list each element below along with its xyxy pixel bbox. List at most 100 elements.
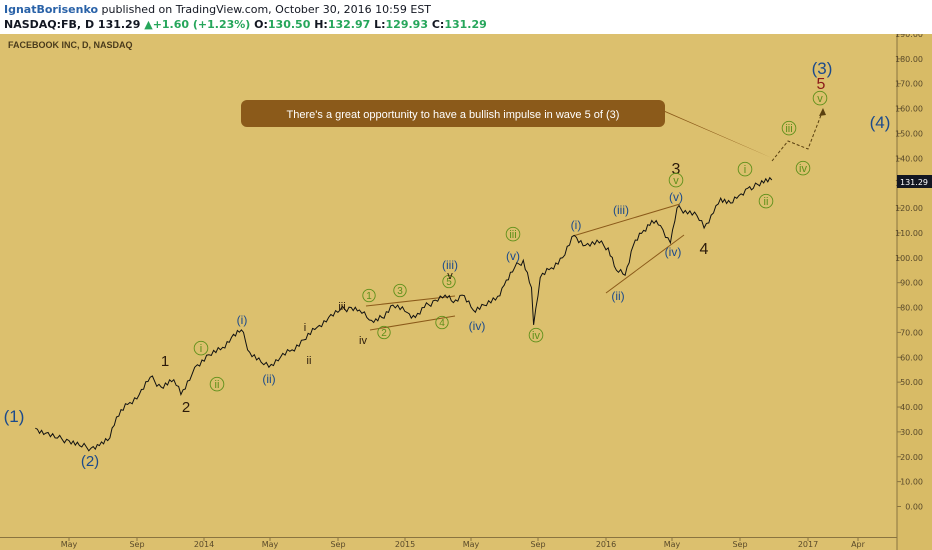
projection-arrowhead [819,108,826,116]
y-tick-label: 30.00 [900,428,923,437]
callout-pointer [640,100,772,158]
wave-label: iv [359,335,367,347]
wave-label: 1 [366,291,372,302]
y-tick-label: 70.00 [900,328,923,337]
y-tick-label: 90.00 [900,279,923,288]
wave-label: iii [509,229,516,241]
wave-label: 1 [161,353,169,370]
wave-label: iii [338,301,345,313]
x-tick-label: 2017 [798,540,818,549]
wave-label: ii [215,379,220,391]
wave-label: v [817,93,823,105]
x-tick-label: May [664,540,681,549]
wave-labels: (1)(2)12iii(i)(ii)iiiiiiiv12345(iii)v(iv… [4,59,891,470]
wave-circle [812,90,828,106]
channel-lower-a [369,315,456,331]
wave-label: 3 [672,161,681,178]
x-tick-label: May [61,540,78,549]
price-axis-panel [897,34,932,550]
wave-label: (i) [237,313,248,327]
y-tick-label: 0.00 [905,503,923,512]
x-axis: May Sep 2014 May Sep 2015 May Sep 2016 May Sep 2017… [61,537,866,549]
wave-circle [393,283,407,298]
wave-label: i [200,343,202,355]
wave-label: (v) [506,249,520,263]
published-text: published on TradingView.com, October 30… [101,3,432,16]
wave-circle [795,160,811,176]
y-tick-label: 20.00 [900,453,923,462]
last-price: 131.29 [97,18,141,31]
wave-circle [758,193,774,209]
wave-circle [193,340,209,356]
wave-label: (1) [4,407,25,426]
wave-circle [362,288,376,303]
y-tick-label: 180.00 [895,55,923,64]
wave-label: (i) [571,218,582,232]
price-chart[interactable]: 0.00 10.00 20.00 30.00 40.00 50.00 60.00 70.00 8… [0,34,932,550]
x-tick-label: Sep [129,540,144,549]
y-tick-label: 60.00 [900,353,923,362]
callout-box [241,100,665,127]
wave-label: (iv) [469,319,486,333]
projection-line [771,109,824,162]
x-tick-label: Apr [851,540,866,549]
open-label: O: [254,18,268,31]
callout-group: There's a great opportunity to have a bu… [241,100,772,158]
low-label: L: [374,18,386,31]
chart-title: FACEBOOK INC, D, NASDAQ [8,40,133,50]
wave-label: (iii) [442,258,458,272]
x-tick-label: May [262,540,279,549]
wave-label: (ii) [262,372,275,386]
last-price-tag: 131.29 [897,175,932,188]
y-tick-label: 80.00 [900,304,923,313]
wave-label: 2 [381,328,387,339]
x-tick-label: 2016 [596,540,616,549]
wave-label: 4 [700,241,709,258]
publish-line: IgnatBorisenko published on TradingView.… [4,3,431,16]
channel-lines [365,203,685,331]
callout-text: There's a great opportunity to have a bu… [287,109,620,121]
wave-circle [209,376,225,392]
price-line [35,176,773,452]
x-tick-label: 2015 [395,540,415,549]
wave-label: iv [799,163,807,175]
wave-label: v [447,270,453,282]
wave-label: (ii) [611,289,624,303]
wave-circle [442,274,456,289]
wave-circle [737,161,753,177]
x-tick-label: May [463,540,480,549]
wave-label: 4 [439,318,445,329]
open-value: 130.50 [267,18,311,31]
high-value: 132.97 [327,18,371,31]
wave-label: 3 [397,286,403,297]
wave-label: iii [785,123,792,135]
y-tick-label: 160.00 [895,105,923,114]
y-tick-label: 40.00 [900,403,923,412]
y-tick-label: 190.00 [895,34,923,39]
wave-circle [377,325,391,340]
x-tick-label: Sep [530,540,545,549]
chart-header: IgnatBorisenko published on TradingView.… [0,0,932,34]
y-tick-label: 170.00 [895,80,923,89]
channel-upper-a [365,295,456,307]
wave-label: (v) [669,190,683,204]
y-tick-label: 140.00 [895,154,923,163]
author-link[interactable]: IgnatBorisenko [4,3,99,16]
up-arrow-icon: ▲ [144,18,153,31]
wave-label: iv [532,330,540,342]
y-tick-label: 10.00 [900,478,923,487]
wave-circle [505,226,521,242]
wave-label: 5 [817,76,826,93]
wave-circle [668,172,684,188]
wave-label: i [304,322,306,334]
high-label: H: [314,18,328,31]
x-tick-label: 2014 [194,540,214,549]
symbol-text: NASDAQ:FB, D [4,18,95,31]
wave-label: v [673,175,679,187]
close-value: 131.29 [444,18,487,31]
last-price-tag-bg [897,175,932,188]
y-tick-label: 50.00 [900,378,923,387]
wave-circle [528,327,544,343]
x-tick-label: Sep [330,540,345,549]
wave-label: (2) [81,453,99,470]
